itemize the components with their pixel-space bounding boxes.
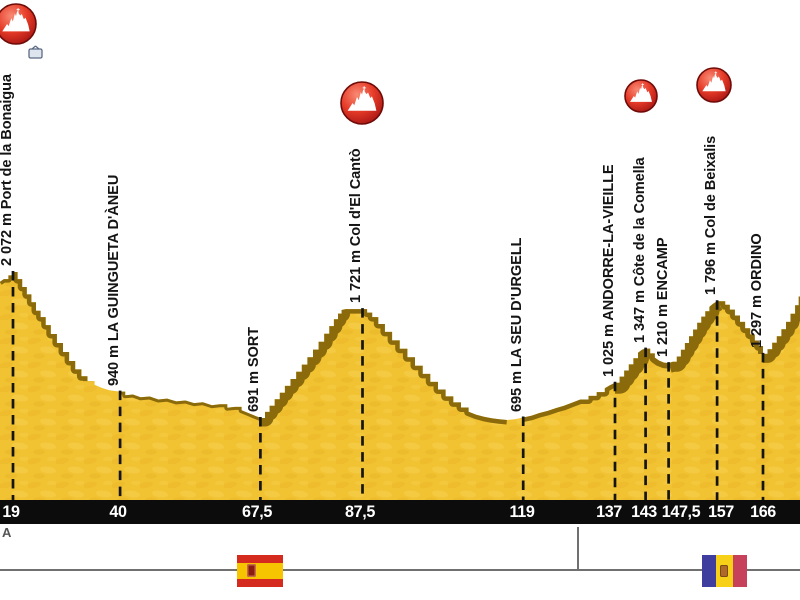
distance-axis-bar xyxy=(0,500,800,524)
andorra-flag-stripe-blue xyxy=(702,555,716,587)
andorra-flag-stripe-red xyxy=(733,555,747,587)
distance-tick-label: 40 xyxy=(109,502,128,521)
steep-shadow-band xyxy=(758,287,800,363)
place-label: 1 025 m ANDORRE-LA-VIEILLE xyxy=(601,164,618,377)
place-label: 1 796 m Col de Beixalis xyxy=(703,136,720,296)
steep-shadow-band xyxy=(13,272,92,382)
climb-summit-icon xyxy=(624,79,658,113)
tv-icon xyxy=(28,45,43,59)
place-label: 695 m LA SEU D'URGELL xyxy=(509,237,526,412)
country-border-divider xyxy=(577,527,579,571)
place-label: 2 072 m Port de la Bonaigua xyxy=(0,74,15,266)
steep-shadow-band xyxy=(522,378,618,422)
steep-shadow-band xyxy=(256,305,351,427)
distance-tick-label: 87,5 xyxy=(345,502,376,521)
steep-shadow-band xyxy=(608,338,654,394)
spain-flag xyxy=(237,555,283,587)
distance-tick-label: 157 xyxy=(708,502,734,521)
place-label: 1 210 m ENCAMP xyxy=(654,237,671,358)
climb-summit-icon xyxy=(340,81,384,125)
footer-left-text: A xyxy=(2,525,12,540)
distance-tick-label: 147,5 xyxy=(661,502,700,521)
spain-flag-stripe-red-top xyxy=(237,555,283,563)
place-label: 1 721 m Col d'El Cantò xyxy=(348,148,365,304)
steep-shadow-band xyxy=(362,304,508,425)
climb-summit-icon xyxy=(696,67,732,103)
steep-shadow-band xyxy=(340,304,363,315)
distance-tick-label: 67,5 xyxy=(242,502,273,521)
distance-tick-label: 19 xyxy=(2,502,20,521)
distance-tick-label: 137 xyxy=(596,502,622,521)
andorra-coat-of-arms xyxy=(720,565,729,577)
spain-flag-stripe-yellow xyxy=(237,563,283,579)
andorra-flag-stripe-yellow xyxy=(715,555,734,587)
place-label: 1 347 m Côte de la Comella xyxy=(631,157,648,343)
spain-coat-of-arms xyxy=(247,564,257,578)
distance-tick-label: 166 xyxy=(750,502,776,521)
andorra-flag xyxy=(702,555,747,587)
place-label: 1 297 m ORDINO xyxy=(748,233,765,348)
distance-tick-label: 143 xyxy=(630,502,657,521)
steep-shadow-band xyxy=(0,272,17,285)
climb-summit-icon xyxy=(0,3,37,45)
place-label: 691 m SORT xyxy=(246,326,263,412)
spain-flag-stripe-red-bottom xyxy=(237,579,283,587)
place-label: 940 m LA GUINGUETA D'ÀNEU xyxy=(106,174,123,386)
steep-shadow-band xyxy=(662,292,723,373)
steep-shadow-bands xyxy=(0,272,800,427)
elevation-area-texture xyxy=(0,272,800,500)
distance-tick-label: 119 xyxy=(509,502,535,521)
steep-shadow-band xyxy=(720,296,768,354)
footer-baseline-rule xyxy=(0,569,800,571)
